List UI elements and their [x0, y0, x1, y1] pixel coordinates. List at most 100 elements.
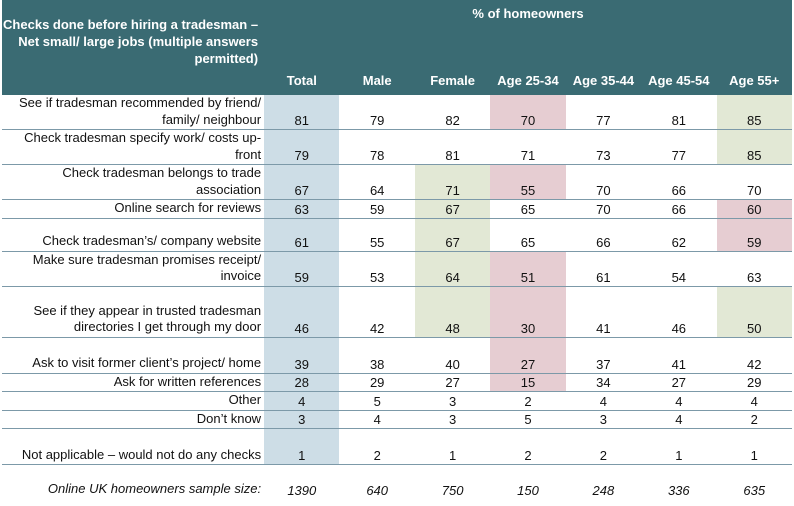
- table-cell: 71: [414, 164, 491, 200]
- table-cell: 41: [565, 286, 642, 338]
- row-label: Ask to visit former client’s project/ ho…: [2, 337, 265, 374]
- table-cell: 59: [716, 218, 792, 252]
- table-row: Check tradesman specify work/ costs up-f…: [2, 129, 792, 165]
- table-cell: 77: [565, 95, 642, 130]
- table-cell: 55: [339, 218, 415, 252]
- column-header: Age 35-44: [565, 26, 642, 95]
- table-cell: 63: [716, 251, 792, 287]
- table-cell: 82: [414, 95, 491, 130]
- row-label: Other: [2, 391, 265, 411]
- row-header-title: Checks done before hiring a tradesman – …: [2, 0, 265, 95]
- table-cell: 62: [641, 218, 717, 252]
- row-label: Make sure tradesman promises receipt/ in…: [2, 251, 265, 287]
- table-cell: 3: [264, 410, 340, 429]
- table-cell: 60: [716, 199, 792, 219]
- table-cell: 65: [490, 218, 566, 252]
- table-cell: 70: [490, 95, 566, 130]
- row-label: Check tradesman’s/ company website: [2, 218, 265, 252]
- table-cell: 4: [565, 391, 642, 411]
- row-label: See if they appear in trusted tradesman …: [2, 286, 265, 338]
- row-label: Online UK homeowners sample size:: [47, 481, 262, 496]
- row-label: See if tradesman recommended by friend/ …: [2, 95, 265, 130]
- table-cell: 66: [641, 164, 717, 200]
- table-cell: 27: [641, 373, 717, 392]
- table-cell: 67: [414, 218, 491, 252]
- table-cell: 73: [565, 129, 642, 165]
- table-cell: 1: [414, 428, 491, 465]
- table-cell: 2: [716, 410, 792, 429]
- table-cell: 15: [490, 373, 566, 392]
- table-cell: 1390: [287, 482, 317, 498]
- row-label: Ask for written references: [2, 373, 265, 392]
- table-row: See if tradesman recommended by friend/ …: [2, 95, 792, 130]
- table-cell: 41: [641, 337, 717, 374]
- table-cell: 42: [339, 286, 415, 338]
- table-cell: 61: [565, 251, 642, 287]
- table-cell: 1: [716, 428, 792, 465]
- table-cell: 64: [339, 164, 415, 200]
- table-cell: 750: [441, 482, 464, 498]
- table-cell: 2: [565, 428, 642, 465]
- table-cell: 70: [565, 164, 642, 200]
- table-row: Check tradesman’s/ company website 61 55 67…: [2, 218, 792, 252]
- table-cell: 81: [414, 129, 491, 165]
- table-cell: 4: [641, 410, 717, 429]
- table-cell: 53: [339, 251, 415, 287]
- table-row: See if they appear in trusted tradesman …: [2, 286, 792, 338]
- table-cell: 55: [490, 164, 566, 200]
- table-cell: 3: [414, 391, 491, 411]
- table-cell: 70: [565, 199, 642, 219]
- table-cell: 79: [264, 129, 340, 165]
- group-header: % of homeowners: [264, 0, 792, 26]
- table-cell: 27: [414, 373, 491, 392]
- table-cell: 61: [264, 218, 340, 252]
- table-row: Ask for written references 28 29 27 15 34 27 29: [2, 373, 792, 392]
- table-cell: 635: [743, 482, 766, 498]
- column-header: Age 55+: [716, 26, 792, 95]
- row-label: Not applicable – would not do any checks: [2, 428, 265, 465]
- table-cell: 54: [641, 251, 717, 287]
- table-row: Online search for reviews 63 59 67 65 70 66 60: [2, 199, 792, 219]
- table-row: Don’t know 3 4 3 5 3 4 2: [2, 410, 792, 429]
- table-cell: 37: [565, 337, 642, 374]
- table-cell: 40: [414, 337, 491, 374]
- table-cell: 81: [264, 95, 340, 130]
- table-cell: 248: [592, 482, 615, 498]
- table-row: Online UK homeowners sample size: 1390 640…: [2, 465, 792, 499]
- table-cell: 39: [264, 337, 340, 374]
- table-cell: 4: [641, 391, 717, 411]
- column-header: Female: [414, 26, 491, 95]
- table-row: Ask to visit former client’s project/ ho…: [2, 337, 792, 374]
- table-cell: 4: [264, 391, 340, 411]
- table-cell: 46: [641, 286, 717, 338]
- table-cell: 28: [264, 373, 340, 392]
- table-cell: 4: [716, 391, 792, 411]
- table-cell: 81: [641, 95, 717, 130]
- table-cell: 67: [414, 199, 491, 219]
- table-cell: 46: [264, 286, 340, 338]
- table-cell: 29: [339, 373, 415, 392]
- table-row: Check tradesman belongs to trade associa…: [2, 164, 792, 200]
- table-cell: 67: [264, 164, 340, 200]
- table-cell: 1: [264, 428, 340, 465]
- table-cell: 38: [339, 337, 415, 374]
- table-cell: 78: [339, 129, 415, 165]
- row-label: Online search for reviews: [2, 199, 265, 219]
- row-label: Don’t know: [2, 410, 265, 429]
- table-cell: 48: [414, 286, 491, 338]
- table-cell: 2: [490, 391, 566, 411]
- table-cell: 63: [264, 199, 340, 219]
- table-cell: 64: [414, 251, 491, 287]
- table-cell: 66: [565, 218, 642, 252]
- column-header: Age 45-54: [641, 26, 717, 95]
- table-cell: 59: [339, 199, 415, 219]
- table-cell: 65: [490, 199, 566, 219]
- table-cell: 30: [490, 286, 566, 338]
- table-cell: 50: [716, 286, 792, 338]
- table-cell: 51: [490, 251, 566, 287]
- table-cell: 5: [490, 410, 566, 429]
- table-row: Make sure tradesman promises receipt/ in…: [2, 251, 792, 287]
- column-header: Age 25-34: [490, 26, 566, 95]
- table-cell: 34: [565, 373, 642, 392]
